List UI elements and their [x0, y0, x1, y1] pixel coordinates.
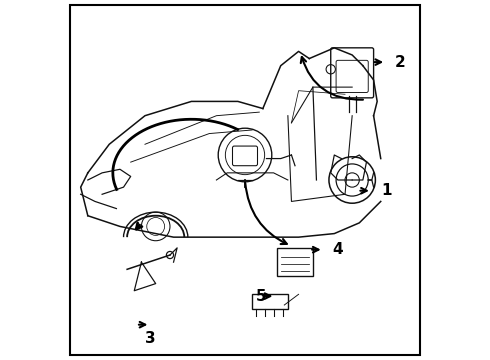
Text: 4: 4	[333, 242, 343, 257]
Bar	[252, 294, 288, 309]
Text: 5: 5	[256, 289, 267, 303]
Text: 2: 2	[395, 55, 406, 69]
Bar	[277, 248, 313, 276]
Text: 1: 1	[381, 183, 392, 198]
Text: 3: 3	[145, 332, 156, 346]
